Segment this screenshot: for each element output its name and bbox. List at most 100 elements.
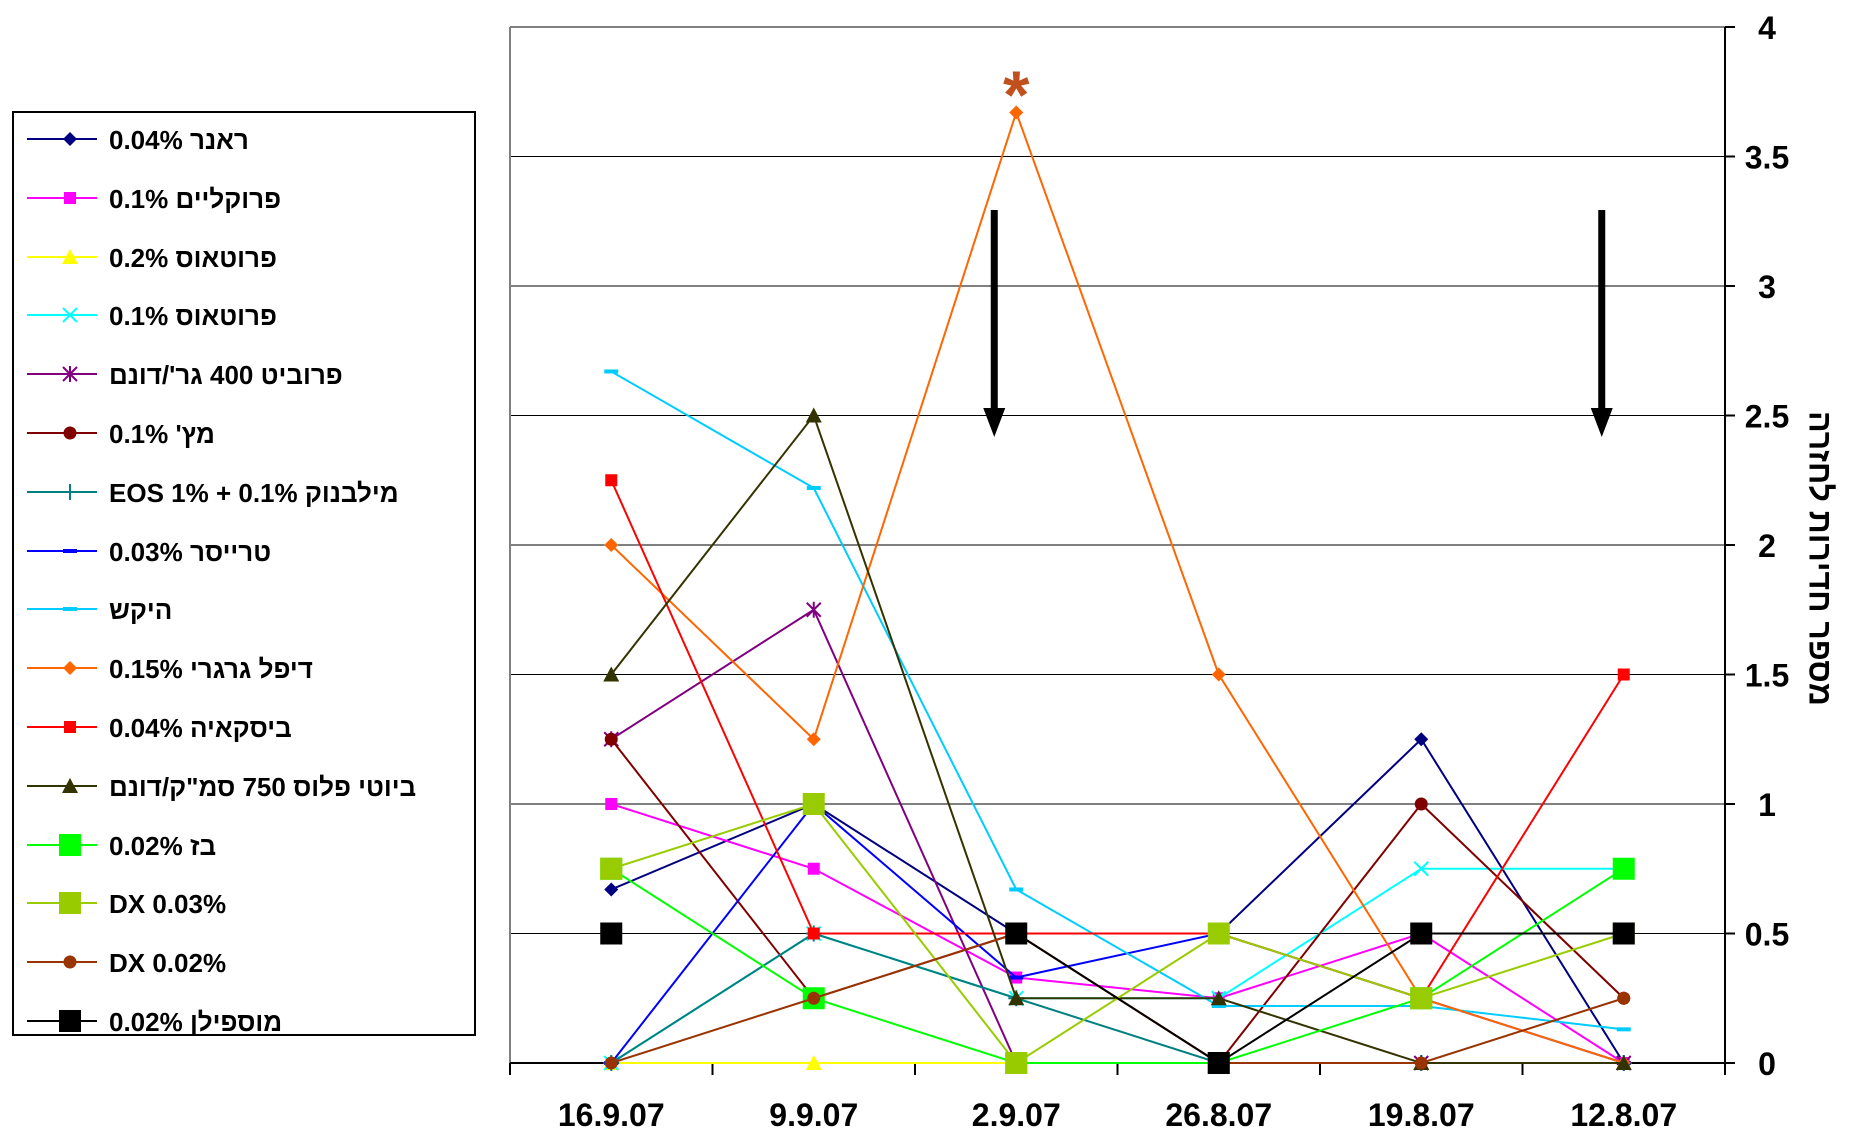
- marker: [600, 857, 623, 880]
- legend: ראנר 0.04% פרוקליים 0.1% פרוטאוס 0.2% פרוטא…: [12, 111, 478, 1037]
- arrow-head: [1590, 408, 1613, 437]
- legend-item: ראנר 0.04%: [14, 119, 478, 159]
- marker: [604, 732, 618, 746]
- marker: [600, 922, 623, 945]
- series-9: [604, 105, 1631, 1070]
- legend-label: פרוביט 400 גר'/דונם: [109, 360, 343, 391]
- legend-label: טרייסר 0.03%: [109, 536, 272, 567]
- marker: [605, 474, 618, 487]
- legend-swatch: [27, 661, 97, 676]
- marker: [1008, 990, 1025, 1006]
- legend-item: דיפל גרגרי 0.15%: [14, 648, 478, 688]
- marker: [806, 601, 822, 618]
- legend-item: מילבנוק 0.1% + EOS 1%: [14, 472, 478, 512]
- y-tick-label: 3.5: [1745, 140, 1789, 176]
- down-arrow-annotation: [983, 210, 1006, 437]
- y-axis-label: מספר חדירות לחזרה: [1802, 411, 1839, 706]
- marker: [604, 1056, 618, 1070]
- marker: [604, 369, 619, 374]
- marker: [1612, 857, 1635, 880]
- legend-swatch: [27, 607, 97, 612]
- legend-item: פרוקליים 0.1%: [14, 178, 478, 218]
- series-3: [603, 861, 1632, 1071]
- marker: [63, 955, 77, 969]
- marker: [806, 486, 821, 491]
- legend-item: היקש: [14, 589, 478, 629]
- y-tick-label: 4: [1758, 10, 1776, 46]
- series-12: [600, 857, 1635, 1074]
- y-tick-label: 1: [1758, 787, 1776, 823]
- x-tick-label: 16.9.07: [558, 1097, 665, 1133]
- marker: [1211, 667, 1226, 682]
- legend-label: פרוטאוס 0.2%: [109, 242, 277, 273]
- marker: [64, 191, 76, 204]
- legend-swatch: [27, 248, 97, 264]
- marker: [807, 991, 821, 1005]
- marker: [1005, 1052, 1028, 1074]
- legend-item: פרוטאוס 0.1%: [14, 295, 478, 335]
- marker: [63, 132, 77, 146]
- legend-swatch: [27, 548, 97, 553]
- marker: [604, 538, 619, 552]
- marker: [64, 721, 76, 733]
- legend-swatch: [27, 833, 97, 856]
- legend-label: פרוטאוס 0.1%: [109, 301, 277, 332]
- marker: [1410, 922, 1433, 945]
- legend-item: מוספילן 0.02%: [14, 1001, 478, 1041]
- legend-item: DX 0.03%: [14, 883, 478, 923]
- y-tick-label: 0.5: [1745, 917, 1789, 953]
- marker: [805, 407, 822, 423]
- marker: [1210, 990, 1227, 1006]
- marker: [63, 661, 77, 676]
- legend-label: DX 0.03%: [109, 889, 227, 920]
- legend-label: ביוטי פלוס 750 סמ"ק/דונם: [109, 771, 417, 802]
- marker: [1617, 668, 1630, 681]
- x-tick-label: 2.9.07: [972, 1097, 1061, 1133]
- series-line: [610, 479, 1625, 1000]
- marker: [1615, 1055, 1632, 1070]
- legend-label: מילבנוק 0.1% + EOS 1%: [109, 477, 399, 508]
- marker: [1414, 797, 1428, 811]
- legend-item: טרייסר 0.03%: [14, 531, 478, 571]
- legend-swatch: [27, 892, 97, 915]
- y-tick-label: 2: [1758, 528, 1776, 564]
- legend-label: מוספילן 0.02%: [109, 1007, 283, 1037]
- down-arrow-annotation: [1590, 210, 1613, 437]
- marker: [63, 607, 77, 612]
- marker: [59, 1010, 81, 1032]
- legend-label: בז 0.02%: [109, 830, 217, 861]
- marker: [802, 793, 825, 815]
- asterisk-annotation: *: [1003, 57, 1030, 133]
- legend-label: פרוקליים 0.1%: [109, 183, 282, 214]
- series-8: [604, 369, 1631, 1032]
- legend-item: מץ' 0.1%: [14, 413, 478, 453]
- series-line: [610, 608, 1624, 1064]
- marker: [1211, 1004, 1226, 1009]
- marker: [1207, 1052, 1230, 1074]
- legend-label: ביסקאיה 0.04%: [109, 713, 292, 743]
- marker: [1413, 861, 1429, 877]
- series-4: [603, 601, 1632, 1071]
- y-tick-label: 1.5: [1745, 658, 1789, 694]
- x-tick-label: 9.9.07: [769, 1097, 858, 1133]
- marker: [604, 882, 619, 897]
- x-tick-label: 19.8.07: [1368, 1097, 1475, 1133]
- legend-item: ביסקאיה 0.04%: [14, 707, 478, 747]
- marker: [63, 426, 77, 440]
- series-15: [600, 922, 1635, 1074]
- series-line: [1015, 932, 1624, 1065]
- marker: [1009, 887, 1024, 892]
- marker: [605, 798, 618, 810]
- legend-label: ראנר 0.04%: [109, 125, 249, 155]
- marker: [1009, 105, 1024, 120]
- legend-swatch: [27, 483, 97, 500]
- series-10: [605, 474, 1630, 1005]
- legend-swatch: [27, 191, 97, 204]
- marker: [1616, 1027, 1631, 1032]
- legend-label: היקש: [109, 595, 173, 626]
- legend-swatch: [27, 1010, 97, 1032]
- marker: [1207, 922, 1230, 945]
- x-tick-label: 26.8.07: [1165, 1097, 1272, 1133]
- marker: [1414, 1056, 1428, 1070]
- legend-swatch: [27, 132, 97, 146]
